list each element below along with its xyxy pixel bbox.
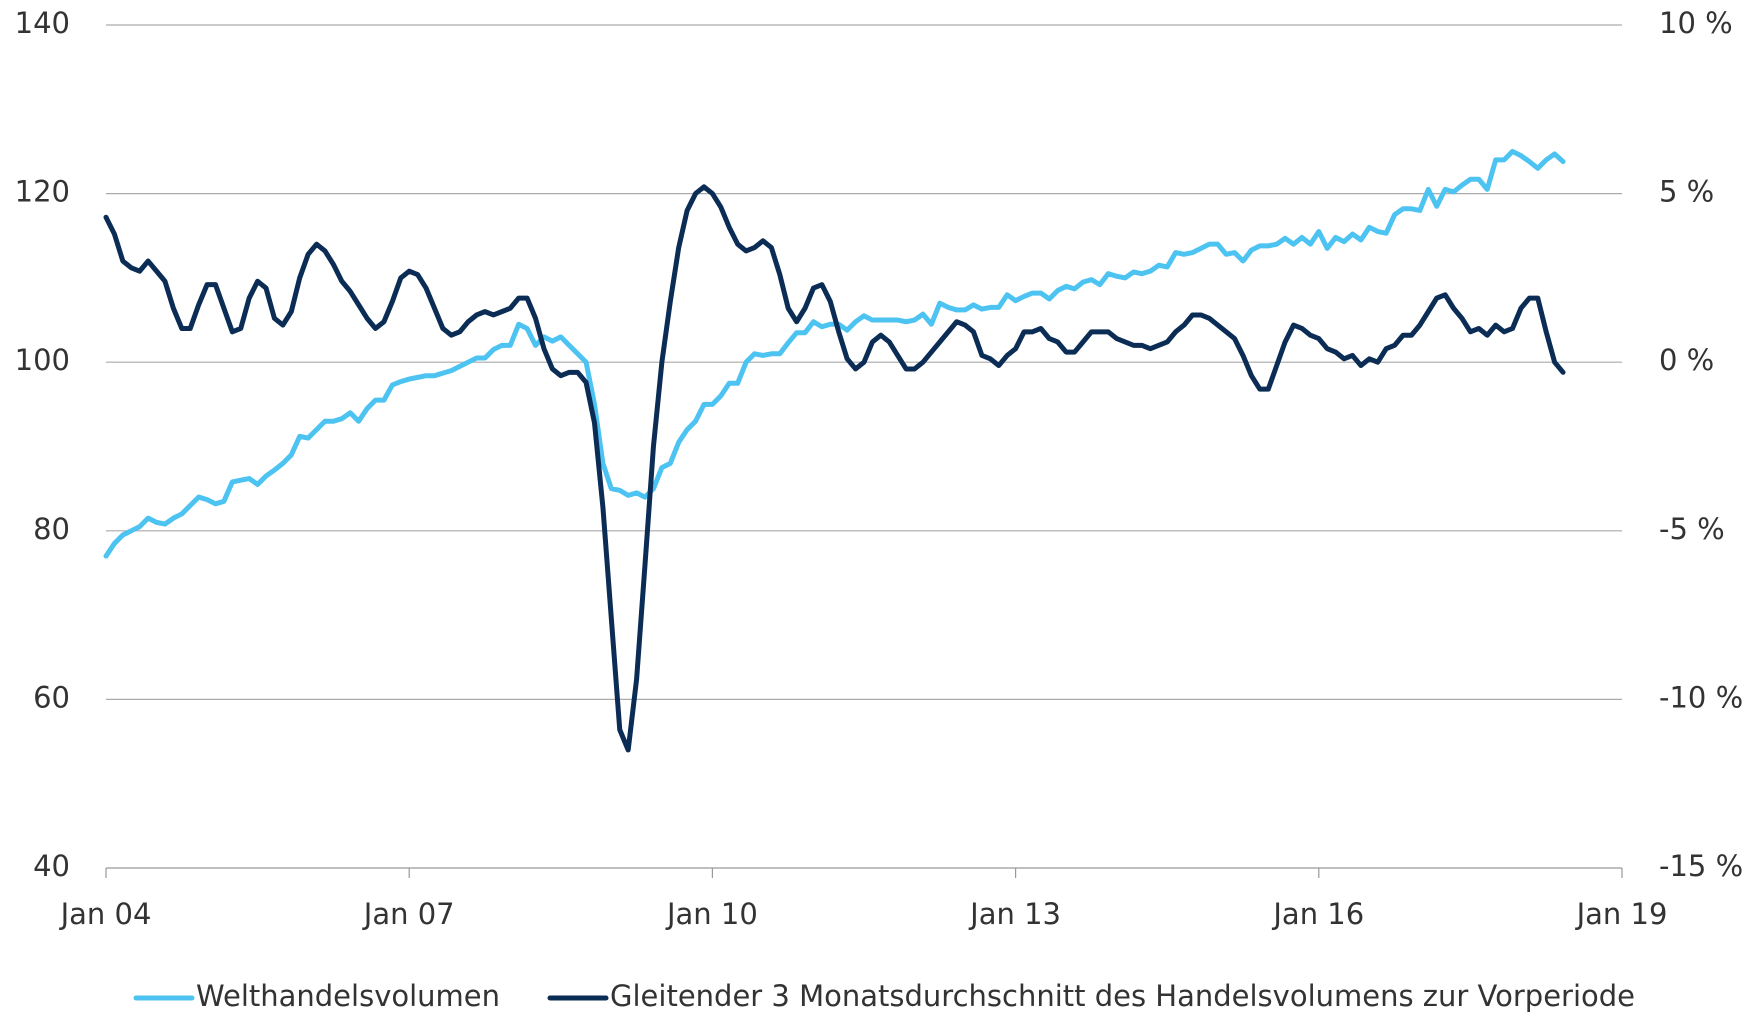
- x-tick-label: Jan 13: [968, 897, 1061, 931]
- y2-tick-label: 5 %: [1659, 175, 1714, 209]
- y-tick-label: 140: [15, 6, 70, 40]
- series-line: [103, 184, 1566, 753]
- y2-tick-label: -10 %: [1659, 680, 1743, 714]
- x-tick-label: Jan 07: [362, 897, 455, 931]
- y-tick-label: 120: [15, 175, 70, 209]
- x-tick-label: Jan 19: [1575, 897, 1668, 931]
- y-tick-label: 100: [15, 343, 70, 377]
- x-tick-label: Jan 10: [665, 897, 758, 931]
- x-tick-label: Jan 04: [59, 897, 152, 931]
- y2-tick-label: -15 %: [1659, 849, 1743, 883]
- y-tick-label: 40: [33, 849, 70, 883]
- legend-label: Gleitender 3 Monatsdurchschnitt des Hand…: [610, 979, 1635, 1013]
- y2-tick-label: 0 %: [1659, 343, 1714, 377]
- x-tick-label: Jan 16: [1271, 897, 1364, 931]
- y2-tick-label: -5 %: [1659, 512, 1725, 546]
- series-line: [103, 148, 1566, 559]
- y2-tick-label: 10 %: [1659, 6, 1733, 40]
- y-tick-label: 80: [33, 512, 70, 546]
- y-tick-label: 60: [33, 680, 70, 714]
- legend-label: Welthandelsvolumen: [196, 979, 500, 1013]
